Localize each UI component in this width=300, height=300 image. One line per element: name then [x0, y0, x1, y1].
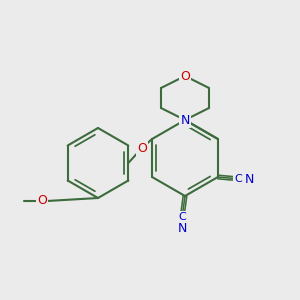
Text: N: N	[180, 113, 190, 127]
Text: O: O	[37, 194, 47, 208]
Text: O: O	[137, 142, 147, 154]
Text: O: O	[180, 70, 190, 83]
Text: N: N	[245, 172, 255, 185]
Text: C: C	[234, 174, 242, 184]
Text: C: C	[178, 212, 186, 222]
Text: N: N	[177, 223, 187, 236]
